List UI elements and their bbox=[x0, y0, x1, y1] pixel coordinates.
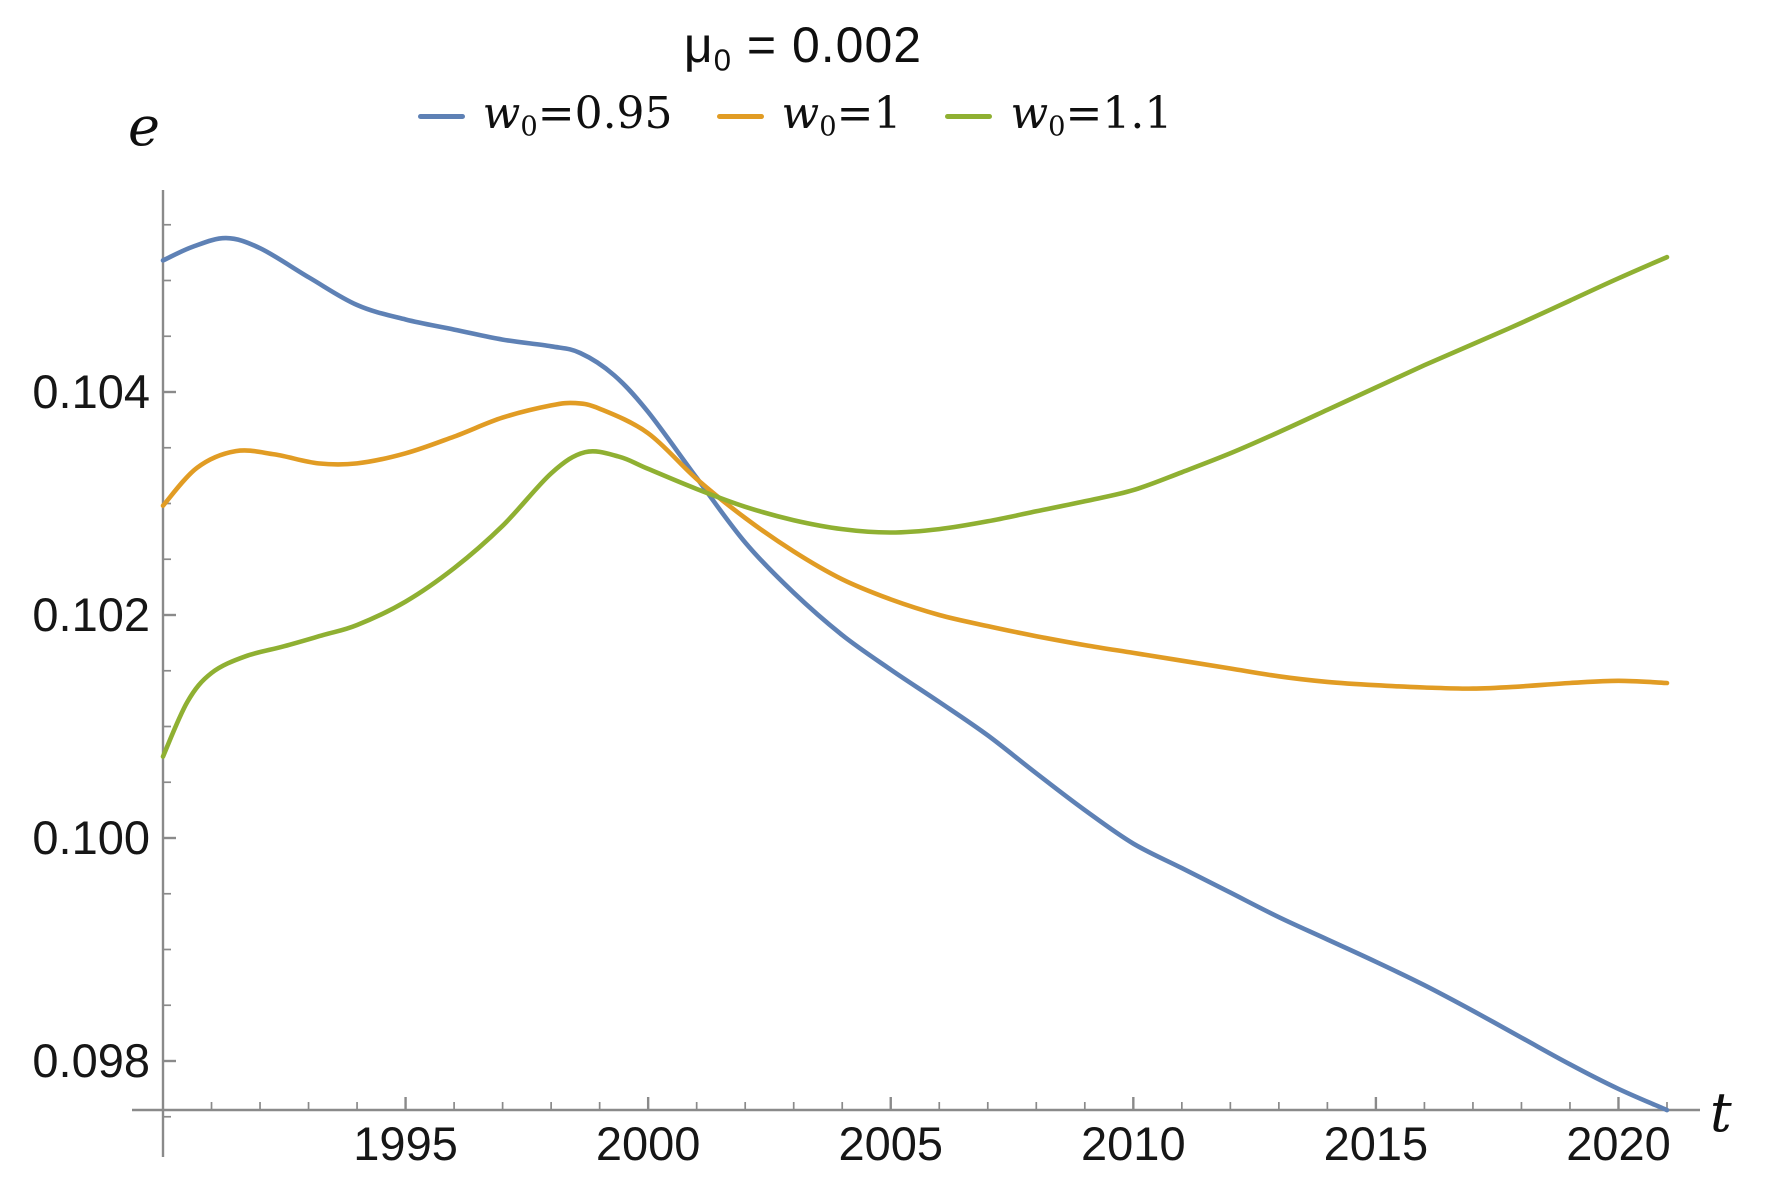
legend-item-w0-1.1: w0=1.1 bbox=[945, 92, 1172, 141]
x-tick-label: 1995 bbox=[353, 1117, 458, 1170]
legend-value: =0.95 bbox=[537, 88, 673, 139]
series-line-w0=1 bbox=[160, 400, 1670, 691]
legend-symbol: w bbox=[1010, 88, 1049, 139]
legend-label: w0=1.1 bbox=[1010, 92, 1172, 141]
y-tick-label: 0.098 bbox=[32, 1034, 150, 1087]
x-axis-label: t bbox=[1710, 1081, 1732, 1144]
x-tick-label: 2005 bbox=[838, 1117, 943, 1170]
legend-subscript: 0 bbox=[819, 111, 837, 143]
title-rest: = 0.002 bbox=[731, 17, 923, 73]
legend-value: =1 bbox=[836, 88, 902, 139]
plot-title: μ0 = 0.002 bbox=[0, 16, 1606, 79]
title-symbol: μ bbox=[683, 17, 714, 73]
y-axis-label: e bbox=[128, 95, 160, 158]
x-tick-label: 2020 bbox=[1566, 1117, 1671, 1170]
legend-item-w0-0.95: w0=0.95 bbox=[417, 92, 673, 141]
series-line-w0=1.1 bbox=[160, 254, 1670, 759]
legend-item-w0-1: w0=1 bbox=[716, 92, 902, 141]
x-tick-label: 2015 bbox=[1324, 1117, 1429, 1170]
title-subscript: 0 bbox=[713, 42, 732, 78]
legend-line-swatch bbox=[716, 113, 764, 119]
legend-label: w0=0.95 bbox=[483, 92, 673, 141]
legend-value: =1.1 bbox=[1065, 88, 1173, 139]
legend-line-swatch bbox=[417, 113, 465, 119]
legend: w0=0.95 w0=1 w0=1.1 bbox=[0, 92, 1590, 141]
y-tick-label: 0.102 bbox=[32, 588, 150, 641]
legend-symbol: w bbox=[781, 88, 820, 139]
y-tick-label: 0.100 bbox=[32, 811, 150, 864]
legend-symbol: w bbox=[482, 88, 521, 139]
x-tick-label: 2000 bbox=[596, 1117, 701, 1170]
series-line-w0=0.95 bbox=[160, 235, 1670, 1113]
legend-line-swatch bbox=[945, 113, 993, 119]
legend-subscript: 0 bbox=[520, 111, 538, 143]
legend-subscript: 0 bbox=[1048, 111, 1066, 143]
x-tick-label: 2010 bbox=[1081, 1117, 1186, 1170]
legend-label: w0=1 bbox=[782, 92, 902, 141]
y-tick-label: 0.104 bbox=[32, 365, 150, 418]
